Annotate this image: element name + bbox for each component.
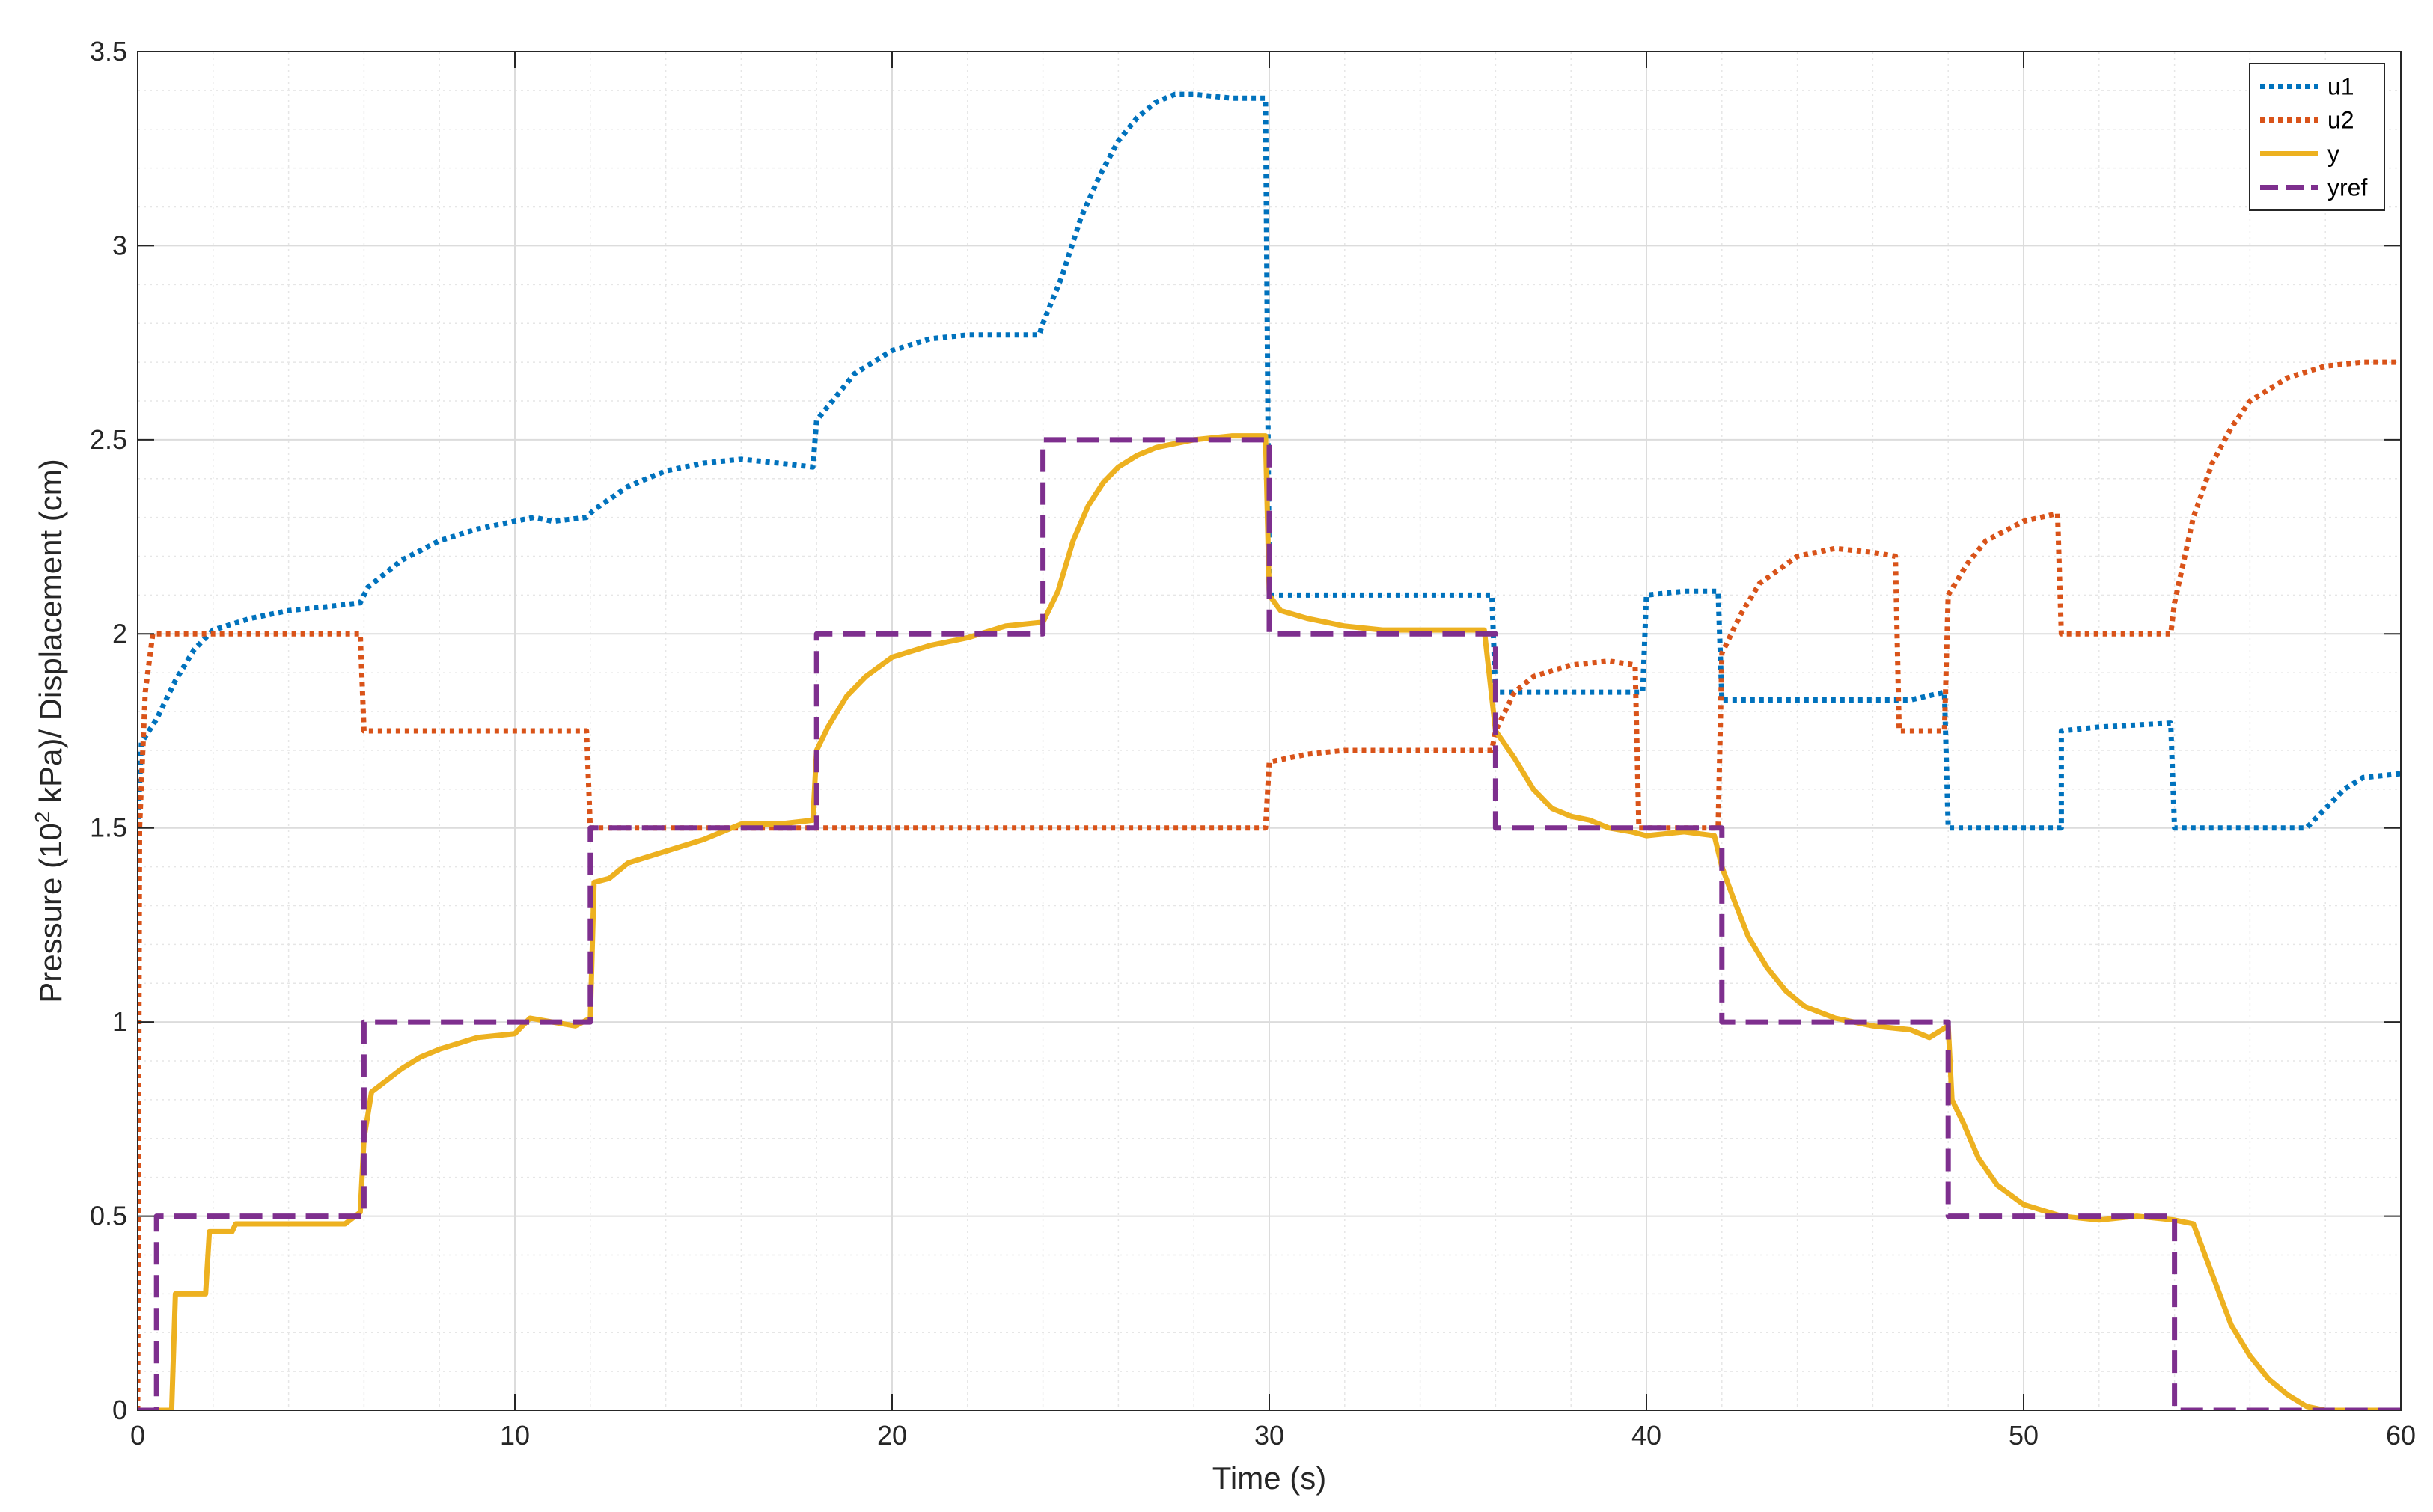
x-tick-label: 10 <box>500 1420 530 1451</box>
series-layer <box>138 91 2401 1410</box>
y-axis-label-suffix: kPa)/ Displacement (cm) <box>33 459 68 811</box>
y-tick-label: 0.5 <box>90 1201 127 1231</box>
legend-entry-y: y <box>2260 141 2339 168</box>
legend: u1 u2 y yref <box>2249 63 2385 211</box>
y-axis-label-prefix: Pressure (10 <box>33 823 68 1003</box>
x-tick-label: 30 <box>1254 1420 1284 1451</box>
series-line-yref <box>138 437 2401 1410</box>
series-line-u2 <box>138 359 2401 1410</box>
series-line-u1 <box>138 91 2401 831</box>
x-tick-label: 50 <box>2009 1420 2039 1451</box>
y-tick-labels: 0 0.5 1 1.5 2 2.5 3 3.5 <box>90 36 127 1425</box>
x-tick-label: 0 <box>130 1420 145 1451</box>
y-tick-label: 2 <box>112 618 127 649</box>
x-tick-label: 60 <box>2386 1420 2416 1451</box>
x-tick-label: 20 <box>877 1420 907 1451</box>
legend-label-yref: yref <box>2327 174 2367 201</box>
y-tick-label: 0 <box>112 1395 127 1425</box>
axis-ticks <box>137 51 2402 1411</box>
x-tick-label: 40 <box>1631 1420 1661 1451</box>
legend-label-u1: u1 <box>2327 73 2354 100</box>
y-tick-label: 3 <box>112 230 127 260</box>
legend-label-u2: u2 <box>2327 107 2354 134</box>
y-tick-label: 3.5 <box>90 36 127 67</box>
y-axis-label: Pressure (102 kPa)/ Displacement (cm) <box>31 459 68 1003</box>
x-axis-label: Time (s) <box>1212 1460 1326 1496</box>
legend-entry-u1: u1 <box>2260 73 2354 100</box>
series-line-y <box>138 433 2401 1410</box>
y-axis-label-superscript: 2 <box>31 812 54 824</box>
y-tick-label: 1.5 <box>90 812 127 843</box>
y-tick-label: 2.5 <box>90 424 127 455</box>
y-tick-label: 1 <box>112 1006 127 1037</box>
x-tick-labels: 0 10 20 30 40 50 60 <box>130 1420 2416 1451</box>
legend-entry-yref: yref <box>2260 174 2367 201</box>
legend-label-y: y <box>2327 141 2339 168</box>
legend-entry-u2: u2 <box>2260 107 2354 134</box>
